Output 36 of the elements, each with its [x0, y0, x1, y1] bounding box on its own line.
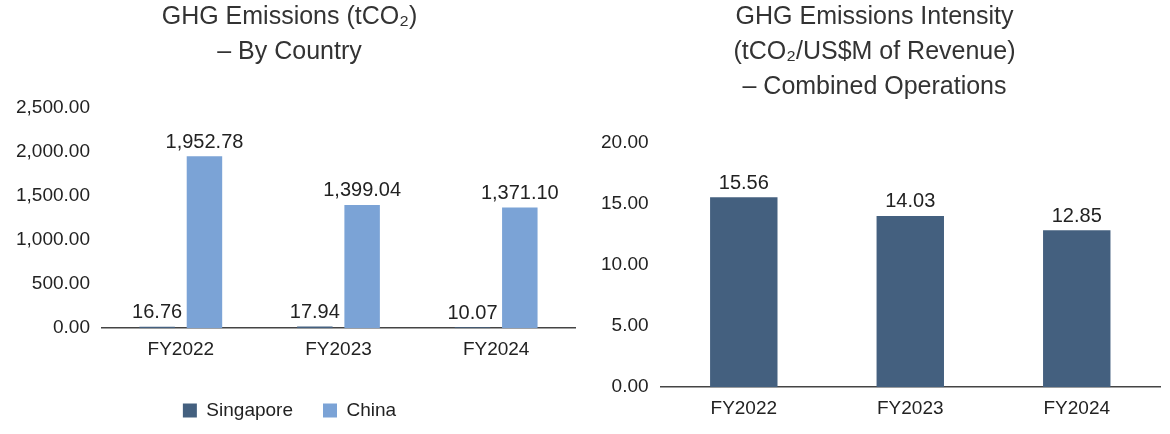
data-label: 1,399.04: [323, 178, 402, 201]
data-label: 10.07: [447, 300, 498, 323]
data-label: 14.03: [885, 189, 936, 212]
data-label: 1,371.10: [480, 180, 559, 203]
bar: [502, 207, 538, 329]
bar: [710, 197, 778, 388]
y-tick-label: 5.00: [611, 314, 649, 336]
legend-label: China: [346, 398, 397, 420]
data-label: 17.94: [289, 300, 340, 323]
y-tick-label: 2,000.00: [15, 140, 90, 162]
y-tick-label: 15.00: [601, 192, 649, 214]
bar: [344, 204, 380, 329]
x-tick-label: FY2024: [1043, 396, 1111, 418]
data-label: 15.56: [718, 170, 769, 193]
y-tick-label: 0.00: [52, 316, 90, 338]
chart-title: GHG Emissions (tCO₂) – By Country: [161, 1, 418, 65]
bar: [876, 215, 944, 388]
y-tick-label: 0.00: [611, 375, 649, 397]
y-tick-label: 10.00: [601, 253, 649, 275]
x-tick-label: FY2024: [462, 337, 530, 359]
bar: [1043, 230, 1111, 388]
x-tick-label: FY2023: [305, 337, 372, 359]
data-label: 1,952.78: [165, 129, 244, 152]
data-label: 16.76: [132, 300, 183, 323]
x-tick-label: FY2022: [147, 337, 215, 359]
x-tick-label: FY2023: [877, 396, 944, 418]
y-tick-label: 1,000.00: [15, 228, 90, 250]
y-tick-label: 1,500.00: [15, 184, 90, 206]
x-tick-label: FY2022: [710, 396, 778, 418]
y-tick-label: 500.00: [31, 272, 90, 294]
chart-title: GHG Emissions Intensity (tCO₂/US$M of Revenue) – Combined Operations: [733, 1, 1016, 100]
bar: [186, 156, 223, 329]
data-label: 12.85: [1051, 203, 1102, 226]
legend-label: Singapore: [206, 398, 293, 420]
y-tick-label: 20.00: [601, 131, 649, 153]
y-tick-label: 2,500.00: [15, 96, 90, 118]
